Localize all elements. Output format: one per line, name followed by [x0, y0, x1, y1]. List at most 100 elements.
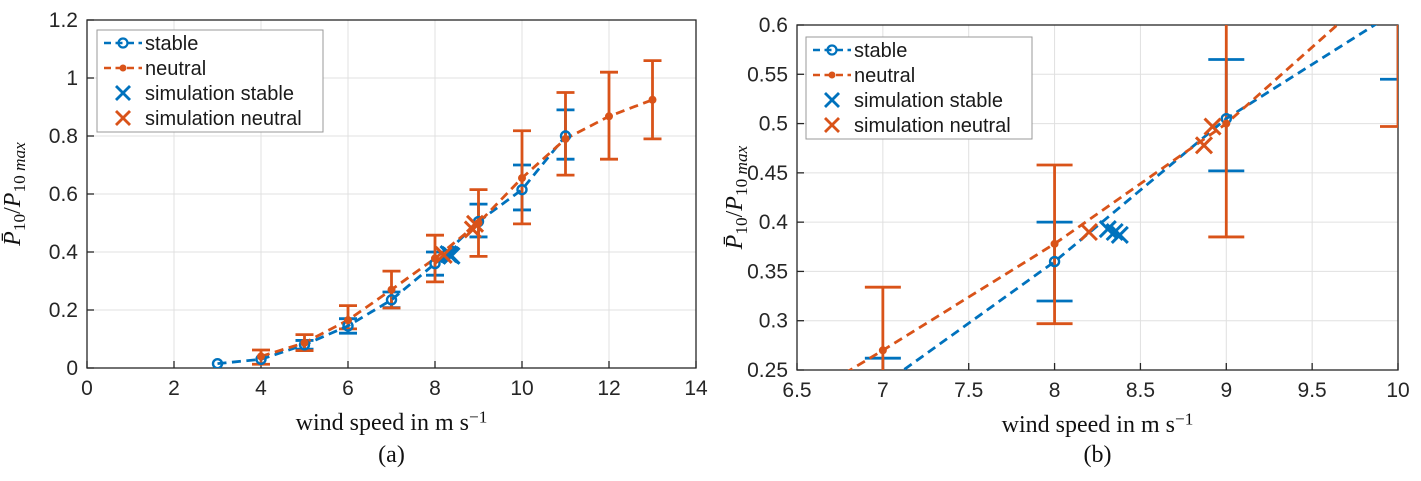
marker-dot-neutral	[561, 134, 570, 143]
x-tick-label: 9.5	[1298, 379, 1327, 402]
x-tick-label: 7.5	[954, 379, 983, 402]
x-tick-label: 10	[510, 377, 533, 400]
y-axis-label: P̄10/P10 max	[0, 142, 29, 247]
marker-circle-stable	[211, 357, 224, 368]
y-tick-label: 0.5	[759, 113, 788, 136]
marker-circle-stable	[1048, 255, 1061, 268]
y-tick-label: 0.8	[49, 125, 78, 148]
label-part: 10	[10, 214, 29, 231]
x-tick-label: 4	[255, 377, 267, 400]
legend-item-label: simulation stable	[854, 90, 1003, 112]
marker-x-simulation-stable	[442, 246, 461, 265]
y-tick-label: 0	[66, 357, 78, 380]
x-axis-label: wind speed in m s−1	[296, 407, 488, 436]
marker-circle-stable	[516, 183, 528, 196]
y-tick-label: 0.2	[49, 299, 78, 322]
legend-item-label: neutral	[854, 65, 915, 87]
label-part: wind speed in m s	[1002, 412, 1175, 438]
series-line-stable	[217, 135, 567, 365]
marker-x-simulation-stable	[1110, 225, 1129, 245]
y-tick-label: 0.35	[747, 260, 788, 283]
marker-x-simulation-neutral	[434, 245, 453, 264]
y-tick-label: 0.4	[49, 241, 79, 264]
label-part: P̄	[0, 231, 26, 247]
y-tick-label: 0.3	[759, 310, 788, 333]
legend-sample-x	[824, 117, 840, 133]
label-part: P	[722, 196, 748, 212]
marker-x-simulation-neutral	[465, 214, 485, 233]
y-tick-label: 0.4	[759, 211, 789, 234]
chart-b-svg: 6.5 7 7.5 8 8.5 9 9.5 10 0.25 0.3 0.35 0.4 0.45 0.5 0.…	[722, 6, 1410, 438]
label-part: max	[732, 145, 751, 174]
marker-dot-neutral	[518, 174, 526, 183]
legend-item-label: stable	[145, 33, 198, 55]
marker-dot-neutral	[878, 346, 887, 355]
marker-dot-neutral	[387, 285, 396, 294]
legend-box	[805, 36, 1033, 140]
marker-x-simulation-neutral	[1194, 136, 1214, 155]
legend-sample-dot	[828, 71, 836, 79]
legend-item-label: neutral	[145, 58, 206, 80]
label-part: −1	[1175, 409, 1193, 428]
legend-box	[96, 29, 324, 133]
x-tick-label: 8.5	[1126, 379, 1155, 402]
marker-dot-neutral	[648, 95, 657, 104]
x-tick-label: 8	[1049, 379, 1061, 402]
marker-dot-neutral	[344, 316, 352, 325]
x-tick-label: 12	[597, 377, 620, 400]
y-tick-label: 0.6	[49, 183, 78, 206]
caption-a: (a)	[378, 442, 405, 468]
data-layer	[211, 59, 662, 368]
marker-dot-neutral	[257, 352, 265, 361]
marker-dot-neutral	[300, 338, 309, 347]
legend: stable neutral simulation stable simulation…	[96, 29, 324, 133]
label-part: 10	[732, 174, 751, 196]
label-part: /	[0, 207, 26, 214]
marker-dot-neutral	[1222, 119, 1231, 128]
label-part: P̄	[722, 234, 748, 250]
label-part: wind speed in m s	[296, 410, 469, 436]
panel-a: 0 2 4 6 8 10 12 14 0 0.2 0.4 0.6 0.8 1 1.2 wind speed i…	[0, 9, 708, 436]
label-part: /	[722, 210, 748, 217]
marker-circle-stable	[385, 294, 398, 306]
y-axis-label: P̄10/P10 max	[722, 145, 751, 250]
legend: stable neutral simulation stable simulation…	[805, 36, 1033, 140]
chart-a-svg: 0 2 4 6 8 10 12 14 0 0.2 0.4 0.6 0.8 1 1.2 wind speed i…	[0, 9, 708, 436]
legend-item-label: stable	[854, 40, 907, 62]
x-tick-label: 9	[1220, 379, 1232, 402]
x-tick-label: 0	[81, 377, 93, 400]
y-tick-label: 0.45	[747, 162, 788, 185]
legend-sample-circle	[117, 37, 129, 49]
x-tick-label: 2	[168, 377, 180, 400]
marker-circle-stable	[1394, 6, 1403, 15]
label-part: 10	[732, 217, 751, 234]
legend-sample-x	[115, 110, 131, 126]
x-tick-label: 6	[342, 377, 354, 400]
y-tick-label: 1.2	[49, 9, 78, 32]
label-part: max	[10, 142, 29, 171]
series-line-neutral	[847, 25, 1340, 370]
legend-sample-x	[824, 92, 840, 108]
legend-sample-dot	[119, 64, 127, 72]
x-tick-label: 10	[1386, 379, 1409, 402]
legend-sample-x	[115, 85, 131, 101]
caption-b: (b)	[1083, 442, 1112, 468]
y-tick-label: 1	[66, 67, 78, 90]
y-tick-label: 0.6	[759, 14, 788, 37]
series-line-stable	[901, 25, 1378, 370]
marker-dot-neutral	[605, 112, 613, 121]
x-tick-label: 7	[877, 379, 889, 402]
label-part: P	[0, 192, 26, 208]
marker-x-simulation-stable	[1098, 219, 1117, 239]
legend-item-label: simulation neutral	[854, 115, 1011, 137]
marker-x-simulation-stable	[1105, 222, 1124, 242]
legend-item-label: simulation stable	[145, 83, 294, 105]
y-tick-label: 0.25	[747, 359, 788, 382]
legend-sample-circle	[826, 44, 838, 56]
x-tick-label: 14	[684, 377, 708, 400]
marker-x-simulation-neutral	[1203, 117, 1222, 136]
marker-x-simulation-neutral	[1079, 222, 1098, 242]
y-tick-label: 0.55	[747, 63, 788, 86]
data-layer	[847, 6, 1403, 370]
